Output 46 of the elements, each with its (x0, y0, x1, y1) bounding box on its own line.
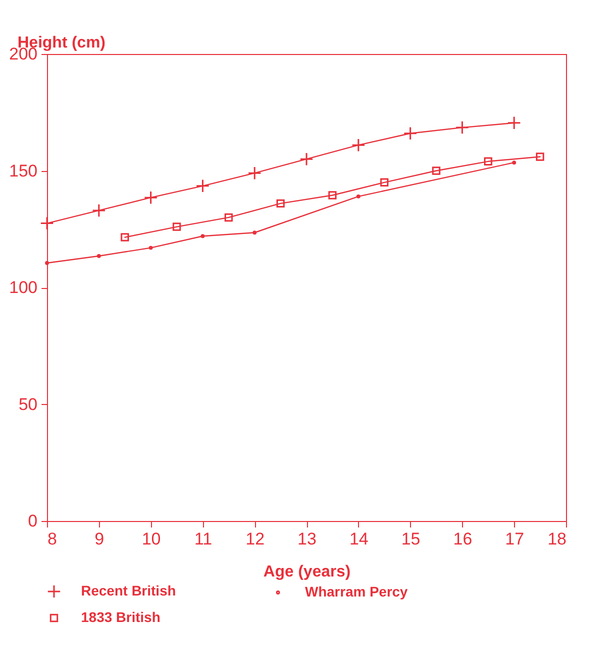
y-tick-label: 50 (18, 394, 38, 414)
point (432, 166, 440, 175)
point (96, 254, 101, 258)
point (120, 233, 129, 242)
point (172, 222, 181, 231)
x-tick-label: 12 (246, 530, 265, 548)
x-tick-label: 8 (48, 530, 57, 548)
x-tick-label: 17 (505, 530, 524, 548)
point (484, 157, 492, 166)
point (248, 166, 262, 180)
point (144, 190, 158, 204)
point (380, 178, 388, 187)
x-tick-label: 14 (349, 530, 368, 548)
legend-label: Wharram Percy (305, 584, 408, 600)
point (300, 152, 314, 166)
line-series (45, 160, 516, 265)
x-tick-label: 16 (453, 530, 472, 548)
y-tick-label: 100 (9, 278, 38, 297)
point (403, 126, 418, 140)
legend-label: 1833 British (81, 609, 160, 625)
x-tick-label: 13 (298, 530, 316, 548)
point (512, 160, 516, 165)
point (455, 120, 470, 134)
y-tick-label: 0 (28, 512, 38, 530)
point (148, 246, 153, 250)
x-tick-label: 15 (401, 530, 420, 548)
point (45, 261, 49, 265)
x-axis-title: Age (years) (263, 564, 351, 580)
x-tick-label: 11 (194, 530, 212, 548)
point (507, 116, 521, 130)
point (252, 230, 257, 235)
point (224, 213, 233, 222)
y-tick-label: 150 (9, 161, 38, 180)
point (40, 216, 54, 230)
point (328, 191, 337, 200)
x-tick-label: 18 (548, 530, 566, 548)
point (356, 194, 360, 198)
x-tick-label: 9 (94, 530, 104, 548)
legend-label: Recent British (81, 582, 176, 598)
point (276, 199, 285, 208)
point (352, 138, 366, 152)
x-tick-label: 10 (142, 530, 161, 548)
point (536, 152, 544, 161)
point (196, 179, 210, 193)
point (200, 234, 205, 238)
point (92, 204, 106, 218)
